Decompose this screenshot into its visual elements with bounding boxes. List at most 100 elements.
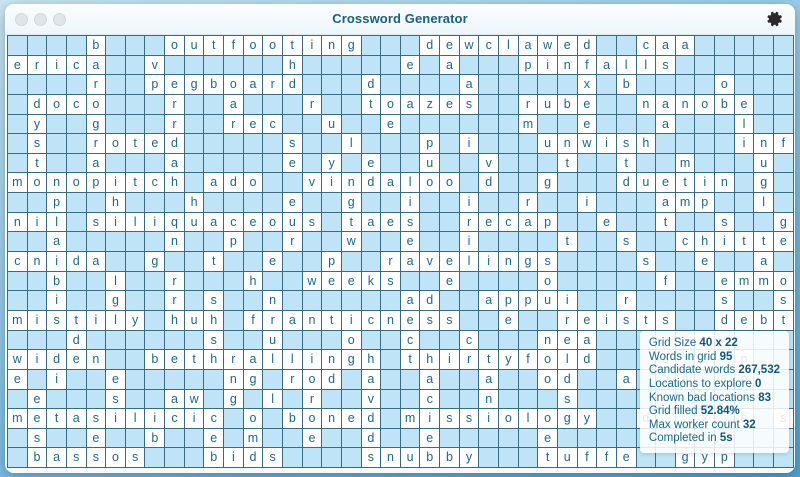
grid-cell[interactable]: t bbox=[636, 310, 657, 331]
grid-cell[interactable]: e bbox=[381, 212, 401, 233]
grid-cell[interactable] bbox=[184, 153, 205, 174]
grid-cell[interactable] bbox=[518, 153, 539, 174]
grid-cell[interactable]: y bbox=[577, 409, 598, 429]
grid-cell[interactable] bbox=[499, 134, 519, 154]
grid-cell[interactable] bbox=[282, 291, 303, 311]
grid-cell[interactable] bbox=[322, 94, 342, 115]
grid-cell[interactable]: t bbox=[656, 212, 676, 233]
grid-cell[interactable] bbox=[243, 94, 264, 115]
grid-cell[interactable] bbox=[125, 232, 146, 253]
grid-cell[interactable] bbox=[8, 36, 28, 56]
grid-cell[interactable] bbox=[695, 114, 716, 135]
grid-cell[interactable]: t bbox=[282, 36, 303, 56]
grid-cell[interactable]: f bbox=[656, 271, 676, 292]
grid-cell[interactable]: s bbox=[204, 330, 225, 351]
grid-cell[interactable]: g bbox=[86, 114, 107, 135]
grid-cell[interactable] bbox=[66, 212, 87, 233]
grid-cell[interactable] bbox=[459, 389, 480, 410]
grid-cell[interactable] bbox=[459, 173, 480, 194]
grid-cell[interactable]: m bbox=[243, 428, 264, 449]
grid-cell[interactable]: d bbox=[224, 173, 244, 194]
grid-cell[interactable]: t bbox=[538, 448, 558, 469]
grid-cell[interactable] bbox=[715, 114, 735, 135]
grid-cell[interactable] bbox=[8, 291, 28, 311]
grid-cell[interactable] bbox=[8, 134, 28, 154]
grid-cell[interactable] bbox=[322, 212, 342, 233]
grid-cell[interactable] bbox=[577, 173, 598, 194]
grid-cell[interactable]: a bbox=[597, 55, 617, 76]
grid-cell[interactable] bbox=[224, 428, 244, 449]
grid-cell[interactable]: a bbox=[459, 75, 480, 95]
grid-cell[interactable]: f bbox=[577, 55, 598, 76]
grid-cell[interactable]: o bbox=[538, 369, 558, 390]
grid-cell[interactable] bbox=[754, 448, 774, 469]
grid-cell[interactable] bbox=[361, 134, 382, 154]
grid-cell[interactable]: w bbox=[184, 389, 205, 410]
grid-cell[interactable] bbox=[66, 193, 87, 213]
grid-cell[interactable] bbox=[577, 232, 598, 253]
grid-cell[interactable] bbox=[675, 271, 696, 292]
grid-cell[interactable] bbox=[656, 134, 676, 154]
grid-cell[interactable] bbox=[66, 36, 87, 56]
grid-cell[interactable] bbox=[695, 153, 716, 174]
grid-cell[interactable]: l bbox=[263, 389, 283, 410]
grid-cell[interactable]: n bbox=[715, 173, 735, 194]
grid-cell[interactable]: s bbox=[302, 212, 323, 233]
grid-cell[interactable] bbox=[597, 389, 617, 410]
grid-cell[interactable] bbox=[381, 75, 401, 95]
grid-cell[interactable]: a bbox=[440, 55, 460, 76]
grid-cell[interactable] bbox=[381, 369, 401, 390]
grid-cell[interactable] bbox=[420, 55, 441, 76]
grid-cell[interactable]: l bbox=[106, 271, 126, 292]
grid-cell[interactable] bbox=[66, 271, 87, 292]
grid-cell[interactable] bbox=[125, 350, 146, 370]
grid-cell[interactable]: i bbox=[577, 193, 598, 213]
grid-cell[interactable]: r bbox=[302, 389, 323, 410]
grid-cell[interactable] bbox=[597, 291, 617, 311]
grid-cell[interactable]: m bbox=[400, 409, 421, 429]
grid-cell[interactable]: i bbox=[479, 409, 500, 429]
grid-cell[interactable]: e bbox=[165, 75, 185, 95]
grid-cell[interactable]: a bbox=[518, 36, 539, 56]
grid-cell[interactable] bbox=[675, 134, 696, 154]
grid-cell[interactable]: t bbox=[557, 232, 578, 253]
grid-cell[interactable]: d bbox=[66, 252, 87, 272]
grid-cell[interactable] bbox=[204, 271, 225, 292]
grid-cell[interactable]: e bbox=[341, 409, 362, 429]
grid-cell[interactable]: n bbox=[322, 350, 342, 370]
grid-cell[interactable]: o bbox=[106, 134, 126, 154]
grid-cell[interactable] bbox=[440, 330, 460, 351]
grid-cell[interactable] bbox=[616, 212, 637, 233]
grid-cell[interactable] bbox=[341, 291, 362, 311]
grid-cell[interactable] bbox=[734, 153, 755, 174]
grid-cell[interactable]: b bbox=[440, 448, 460, 469]
grid-cell[interactable] bbox=[773, 94, 794, 115]
grid-cell[interactable] bbox=[597, 94, 617, 115]
grid-cell[interactable]: u bbox=[184, 36, 205, 56]
grid-cell[interactable]: n bbox=[86, 350, 107, 370]
grid-cell[interactable] bbox=[675, 252, 696, 272]
grid-cell[interactable] bbox=[518, 232, 539, 253]
grid-cell[interactable]: t bbox=[204, 36, 225, 56]
grid-cell[interactable]: r bbox=[282, 232, 303, 253]
grid-cell[interactable]: f bbox=[597, 448, 617, 469]
grid-cell[interactable]: r bbox=[616, 291, 637, 311]
grid-cell[interactable] bbox=[557, 428, 578, 449]
grid-cell[interactable]: r bbox=[165, 271, 185, 292]
grid-cell[interactable] bbox=[440, 291, 460, 311]
grid-cell[interactable]: i bbox=[47, 55, 67, 76]
grid-cell[interactable] bbox=[8, 448, 28, 469]
grid-cell[interactable] bbox=[145, 310, 166, 331]
grid-cell[interactable] bbox=[224, 271, 244, 292]
grid-cell[interactable]: n bbox=[165, 232, 185, 253]
grid-cell[interactable]: l bbox=[282, 350, 303, 370]
grid-cell[interactable] bbox=[361, 252, 382, 272]
grid-cell[interactable]: g bbox=[773, 212, 794, 233]
grid-cell[interactable]: s bbox=[636, 252, 657, 272]
grid-cell[interactable] bbox=[125, 291, 146, 311]
grid-cell[interactable] bbox=[145, 330, 166, 351]
grid-cell[interactable] bbox=[86, 193, 107, 213]
grid-cell[interactable] bbox=[361, 114, 382, 135]
grid-cell[interactable] bbox=[361, 193, 382, 213]
grid-cell[interactable]: i bbox=[224, 448, 244, 469]
